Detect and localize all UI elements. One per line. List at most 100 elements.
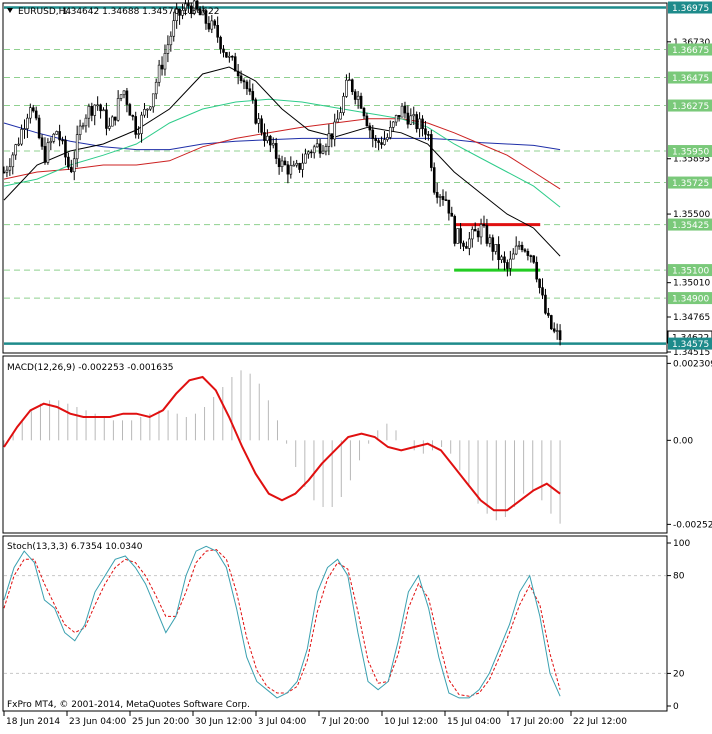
- candle-body: [456, 228, 459, 244]
- level-tag-bg: [668, 264, 712, 277]
- candle-body: [479, 224, 483, 238]
- candle-body: [280, 160, 284, 168]
- candle-body: [391, 121, 395, 128]
- stoch-panel[interactable]: [2, 535, 668, 712]
- candle-body: [529, 255, 533, 257]
- time-tick-label: 3 Jul 04:00: [258, 717, 307, 727]
- level-tag-label: 1.36275: [672, 102, 709, 112]
- level-tag-1.35725: 1.35725: [668, 176, 712, 189]
- level-tag-label: 1.35425: [672, 221, 709, 231]
- candle-body: [307, 151, 310, 155]
- candle-body: [450, 212, 454, 217]
- candle-body: [134, 116, 138, 135]
- candle-body: [96, 104, 99, 107]
- candle-body: [61, 139, 64, 142]
- candle-body: [239, 75, 243, 81]
- candle-body: [330, 133, 334, 140]
- candle-body: [453, 216, 457, 244]
- level-tag-1.34575: 1.34575: [668, 337, 712, 350]
- candle-body: [526, 250, 530, 256]
- candle-body: [271, 143, 275, 146]
- candle-body: [46, 142, 50, 163]
- candle-body: [245, 81, 249, 90]
- price-panel[interactable]: [2, 2, 668, 354]
- level-tag-bg: [668, 1, 712, 14]
- level-tag-bg: [668, 99, 712, 112]
- candle-body: [312, 146, 316, 154]
- price-tick-label: 1.35500: [673, 210, 710, 220]
- candle-body: [31, 107, 35, 112]
- level-tag-label: 1.34575: [672, 340, 709, 350]
- candle-body: [459, 228, 462, 244]
- candle-body: [17, 143, 20, 146]
- candle-body: [362, 107, 366, 117]
- candle-body: [342, 96, 345, 113]
- candle-body: [295, 163, 298, 166]
- candle-body: [181, 9, 184, 16]
- candle-body: [248, 88, 252, 92]
- candle-body: [254, 99, 257, 124]
- candle-body: [166, 44, 170, 54]
- candle-body: [558, 330, 562, 341]
- candle-body: [210, 20, 214, 30]
- candle-body: [371, 129, 375, 139]
- level-tag-1.35950: 1.35950: [668, 145, 712, 158]
- candle-body: [544, 294, 547, 314]
- candle-body: [488, 237, 492, 244]
- price-tick-label: 1.35895: [673, 155, 710, 165]
- candle-body: [298, 163, 301, 170]
- candle-body: [348, 79, 351, 82]
- candle-body: [473, 229, 477, 232]
- candle-body: [201, 10, 205, 16]
- candle-body: [327, 133, 331, 147]
- level-tag-label: 1.36975: [672, 4, 709, 14]
- macd-tick-label: 0.00: [673, 436, 693, 446]
- level-tag-label: 1.34900: [672, 295, 709, 305]
- candle-body: [187, 3, 190, 7]
- candle-body: [368, 125, 372, 131]
- candle-body: [131, 115, 135, 117]
- candle-body: [70, 166, 73, 173]
- candle-body: [178, 8, 181, 16]
- candle-body: [383, 139, 386, 145]
- level-tag-bg: [668, 71, 712, 84]
- candle-body: [37, 117, 41, 139]
- level-tag-label: 1.35100: [672, 267, 709, 277]
- stoch-main-line: [3, 545, 561, 699]
- candle-body: [549, 315, 553, 330]
- level-tag-1.36675: 1.36675: [668, 43, 712, 56]
- candle-body: [333, 121, 337, 140]
- candle-body: [192, 0, 196, 14]
- candle-body: [374, 138, 377, 141]
- candle-body: [403, 105, 407, 114]
- candle-body: [274, 143, 278, 159]
- stoch-title: Stoch(13,3,3) 6.7354 10.0340: [7, 542, 143, 552]
- stoch-tick-label: 80: [673, 572, 685, 582]
- macd-panel[interactable]: [2, 355, 668, 534]
- candle-body: [172, 20, 176, 37]
- candle-body: [146, 108, 149, 111]
- candle-body: [470, 229, 474, 240]
- time-tick-label: 15 Jul 04:00: [447, 717, 501, 727]
- time-tick-label: 18 Jun 2014: [6, 717, 60, 727]
- candle-body: [175, 8, 178, 21]
- candle-body: [301, 162, 304, 170]
- candle-body: [547, 312, 550, 316]
- candle-body: [409, 115, 413, 125]
- candle-body: [20, 129, 23, 145]
- candle-body: [389, 127, 392, 138]
- collapse-triangle-icon[interactable]: [7, 8, 13, 13]
- candle-body: [412, 114, 416, 117]
- candle-body: [236, 70, 240, 77]
- candle-body: [184, 3, 187, 11]
- candle-body: [444, 199, 448, 201]
- candle-body: [336, 118, 339, 123]
- candle-body: [432, 167, 436, 193]
- candle-body: [520, 244, 524, 251]
- candle-body: [149, 106, 152, 110]
- candle-body: [5, 169, 9, 173]
- level-tag-label: 1.35725: [672, 179, 709, 189]
- candle-body: [538, 278, 541, 288]
